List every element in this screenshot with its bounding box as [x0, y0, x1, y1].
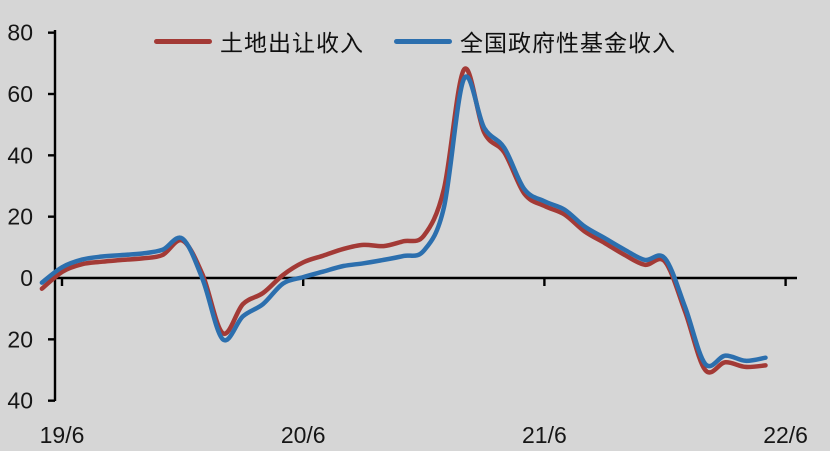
chart-legend: 土地出让收入 全国政府性基金收入 — [0, 24, 830, 58]
series-land-revenue-line — [39, 66, 768, 375]
legend-item-govt-fund: 全国政府性基金收入 — [394, 24, 676, 58]
legend-swatch-blue-line — [394, 38, 452, 44]
y-axis-tick-label: 60 — [7, 81, 33, 107]
legend-label-govt-fund: 全国政府性基金收入 — [460, 31, 676, 56]
y-axis-tick-label: 20 — [7, 326, 33, 352]
y-axis-tick-label: 40 — [7, 142, 33, 168]
legend-label-land-revenue: 土地出让收入 — [220, 31, 364, 56]
series-govt-fund-line — [39, 74, 768, 369]
legend-swatch-red-line — [154, 38, 212, 44]
x-axis-tick-label: 21/6 — [522, 422, 567, 448]
y-axis-tick-label: 80 — [7, 20, 33, 46]
y-axis-tick-label: 20 — [7, 204, 33, 230]
x-axis-tick-label: 22/6 — [763, 422, 808, 448]
x-axis-tick-label: 20/6 — [281, 422, 326, 448]
y-axis-tick-label: 0 — [20, 265, 33, 291]
y-axis-tick-label: 40 — [7, 388, 33, 414]
x-axis-tick-label: 19/6 — [40, 422, 85, 448]
legend-item-land-revenue: 土地出让收入 — [154, 24, 364, 58]
